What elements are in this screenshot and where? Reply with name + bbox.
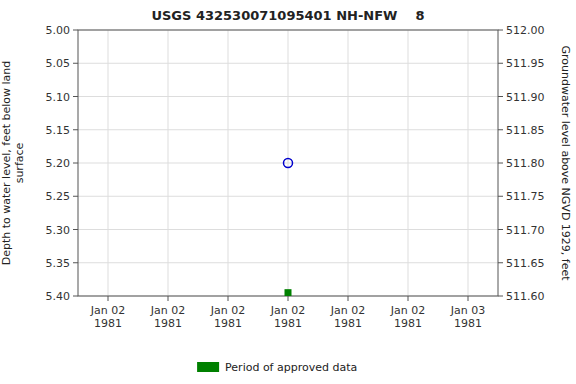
text-line: 1981: [394, 317, 422, 330]
y2-tick-label: 511.95: [506, 57, 545, 70]
y-axis-label: Depth to water level, feet below landsur…: [0, 61, 26, 266]
x-tick: [408, 296, 409, 301]
y-tick: [73, 262, 78, 263]
y-tick: [73, 63, 78, 64]
grid-line-y: [78, 96, 498, 97]
y-tick-label: 5.15: [46, 124, 71, 137]
y2-tick: [498, 229, 503, 230]
y-tick-label: 5.30: [46, 224, 71, 237]
y2-tick: [498, 262, 503, 263]
x-axis: Jan 021981Jan 021981Jan 021981Jan 021981…: [90, 296, 485, 330]
text-line: 1981: [94, 317, 122, 330]
y2-tick-label: 511.65: [506, 257, 545, 270]
y-tick-label: 5.05: [46, 57, 71, 70]
x-tick: [168, 296, 169, 301]
text-line: 1981: [154, 317, 182, 330]
y-tick-label: 5.20: [46, 157, 71, 170]
y-tick-label: 5.25: [46, 190, 71, 203]
y2-tick-label: 511.60: [506, 290, 545, 303]
x-tick: [228, 296, 229, 301]
x-tick-label: Jan 021981: [150, 304, 185, 330]
y-tick-label: 5.35: [46, 257, 71, 270]
x-tick-label: Jan 021981: [210, 304, 245, 330]
y2-tick: [498, 163, 503, 164]
y2-tick: [498, 296, 503, 297]
grid-line-y: [78, 196, 498, 197]
text-line: Jan 02: [150, 304, 185, 317]
y2-axis-label: Groundwater level above NGVD 1929, feet: [559, 45, 572, 281]
grid-line-y: [78, 63, 498, 64]
x-tick-label: Jan 021981: [330, 304, 365, 330]
text-line: Jan 02: [90, 304, 125, 317]
grid-line-y: [78, 229, 498, 230]
point-square: [285, 289, 292, 296]
grid-line-y: [78, 163, 498, 164]
y2-tick: [498, 96, 503, 97]
text-line: 1981: [274, 317, 302, 330]
point-open-circle: [284, 159, 293, 168]
legend-swatch: [197, 362, 219, 372]
y2-tick-label: 511.90: [506, 91, 545, 104]
x-tick-label: Jan 021981: [90, 304, 125, 330]
y2-tick-label: 511.85: [506, 124, 545, 137]
x-tick: [108, 296, 109, 301]
text-line: 1981: [334, 317, 362, 330]
y-tick: [73, 96, 78, 97]
y-axis: 5.00 5.05 5.10 5.15 5.20 5.25 5.30 5.35 5.40: [46, 24, 79, 303]
plot-frame: [78, 30, 498, 296]
y2-tick-label: 511.75: [506, 190, 545, 203]
title: USGS 432530071095401 NH-NFW 8: [151, 8, 424, 23]
y-tick: [73, 229, 78, 230]
text-line: Jan 02: [210, 304, 245, 317]
legend: Period of approved data: [197, 361, 357, 374]
x-tick-label: Jan 031981: [450, 304, 485, 330]
y-tick: [73, 129, 78, 130]
y2-tick-label: 512.00: [506, 24, 545, 37]
text-line: Jan 02: [390, 304, 425, 317]
y-tick-label: 5.40: [46, 290, 71, 303]
x-tick: [288, 296, 289, 301]
y-tick: [73, 196, 78, 197]
text-line: 1981: [214, 317, 242, 330]
text-line: Depth to water level, feet below land: [0, 61, 13, 266]
text-line: Jan 03: [450, 304, 485, 317]
legend-label: Period of approved data: [225, 361, 357, 374]
grid-line-y: [78, 262, 498, 263]
y-tick-label: 5.10: [46, 91, 71, 104]
x-tick-label: Jan 021981: [270, 304, 305, 330]
y-tick: [73, 30, 78, 31]
y-tick: [73, 163, 78, 164]
text-line: Jan 02: [270, 304, 305, 317]
grid: [78, 30, 498, 296]
x-tick-label: Jan 021981: [390, 304, 425, 330]
y2-tick: [498, 129, 503, 130]
text-line: surface: [13, 142, 26, 183]
y-tick-label: 5.00: [46, 24, 71, 37]
marks: [284, 159, 293, 297]
y-tick: [73, 296, 78, 297]
y2-tick: [498, 30, 503, 31]
chart: Jan 021981Jan 021981Jan 021981Jan 021981…: [0, 0, 576, 384]
y2-axis: 512.00 511.95 511.90 511.85 511.80 511.75 511.…: [498, 24, 545, 303]
y2-tick-label: 511.80: [506, 157, 545, 170]
y2-tick: [498, 196, 503, 197]
grid-line-y: [78, 129, 498, 130]
x-tick: [468, 296, 469, 301]
y2-tick: [498, 63, 503, 64]
x-tick: [348, 296, 349, 301]
text-line: Jan 02: [330, 304, 365, 317]
text-line: 1981: [454, 317, 482, 330]
y2-tick-label: 511.70: [506, 224, 545, 237]
